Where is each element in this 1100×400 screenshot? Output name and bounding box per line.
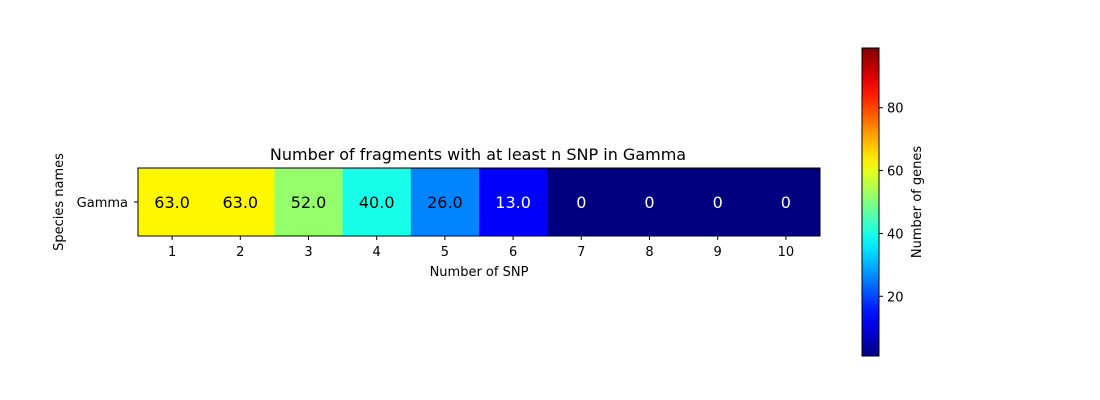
cell-value-label: 63.0 xyxy=(222,193,258,212)
cell-value-label: 0 xyxy=(576,193,586,212)
cell-value-label: 40.0 xyxy=(359,193,395,212)
heatmap-cells: 63.0 63.0 52.0 40.0 26.0 13.0 0 0 0 0 xyxy=(138,168,821,236)
heatmap-cell xyxy=(206,168,275,236)
cell-value-label: 63.0 xyxy=(154,193,190,212)
cell-value-label: 0 xyxy=(781,193,791,212)
colorbar-ticks: 20 40 60 80 xyxy=(879,102,904,305)
x-tick-label: 7 xyxy=(577,245,585,260)
x-tick-label: 6 xyxy=(509,245,517,260)
y-axis-ticks: Gamma xyxy=(77,196,138,211)
chart-title: Number of fragments with at least n SNP … xyxy=(270,145,686,164)
colorbar-tick-label: 20 xyxy=(887,290,904,305)
heatmap-cell xyxy=(342,168,412,236)
cell-value-label: 0 xyxy=(644,193,654,212)
heatmap-cell xyxy=(479,168,548,236)
heatmap-cell xyxy=(615,168,685,236)
x-tick-label: 10 xyxy=(778,245,795,260)
cell-value-label: 52.0 xyxy=(291,193,327,212)
colorbar-tick-label: 60 xyxy=(887,165,904,180)
heatmap-cell xyxy=(274,168,344,236)
x-axis-ticks: 1 2 3 4 5 6 7 8 9 10 xyxy=(168,236,794,260)
heatmap-cell xyxy=(547,168,616,236)
cell-value-label: 0 xyxy=(713,193,723,212)
x-tick-label: 1 xyxy=(168,245,176,260)
cell-value-label: 26.0 xyxy=(427,193,463,212)
heatmap-cell xyxy=(410,168,480,236)
y-axis-label: Species names xyxy=(52,153,67,251)
x-tick-label: 9 xyxy=(714,245,722,260)
cell-value-label: 13.0 xyxy=(495,193,531,212)
x-axis-label: Number of SNP xyxy=(430,265,529,280)
y-tick-label: Gamma xyxy=(77,196,128,211)
heatmap-cell xyxy=(683,168,753,236)
heatmap-cell xyxy=(138,168,207,236)
colorbar-label: Number of genes xyxy=(910,146,925,259)
x-tick-label: 4 xyxy=(373,245,381,260)
colorbar-tick-label: 40 xyxy=(887,227,904,242)
x-tick-label: 2 xyxy=(236,245,244,260)
heatmap-cell xyxy=(751,168,821,236)
colorbar xyxy=(861,47,880,357)
x-tick-label: 5 xyxy=(441,245,449,260)
x-tick-label: 3 xyxy=(304,245,312,260)
colorbar-tick-label: 80 xyxy=(887,102,904,117)
x-tick-label: 8 xyxy=(645,245,653,260)
